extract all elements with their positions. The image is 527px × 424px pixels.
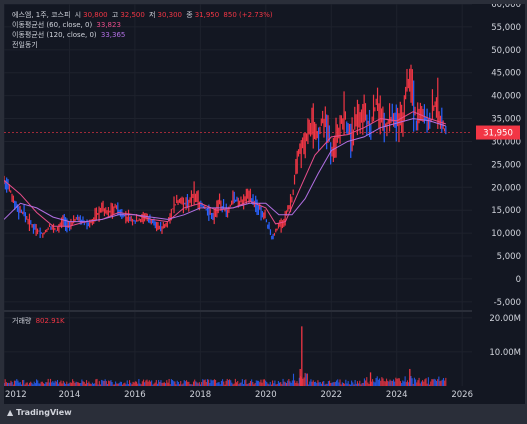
ma60-line	[4, 111, 446, 227]
y-tick-label: 50,000	[491, 46, 521, 56]
y-tick-label: 60,000	[491, 4, 521, 10]
x-tick-label: 2012	[5, 390, 27, 400]
brand[interactable]: ▲ TradingView	[7, 408, 72, 417]
legend-prev-volume[interactable]: 전일동기	[12, 41, 40, 50]
legend-ma120[interactable]: 이동평균선 (120, close, 0) 33,365	[12, 31, 127, 40]
volume-value: 802.91K	[35, 317, 65, 325]
legend-volume[interactable]: 거래량 802.91K	[12, 317, 67, 326]
y-tick-label: 10,000	[491, 229, 521, 239]
y-tick-label: 5,000	[497, 252, 521, 262]
y-tick-label: 30,000	[491, 137, 521, 147]
ma120-value: 33,365	[100, 31, 126, 39]
high-label: 고	[111, 11, 119, 19]
moving-averages	[4, 111, 446, 227]
x-tick-label: 2018	[190, 390, 212, 400]
x-tick-label: 2024	[386, 390, 408, 400]
volume-tick-label: 10.00M	[489, 348, 521, 358]
y-tick-label: -5,000	[494, 298, 521, 308]
y-tick-label: 20,000	[491, 183, 521, 193]
x-tick-label: 2016	[124, 390, 146, 400]
low-label: 저	[149, 11, 156, 19]
volume-bars	[4, 326, 447, 386]
price-tag-text: 31,950	[483, 129, 513, 139]
open-value: 30,800	[83, 11, 108, 19]
change-value: 850 (+2.73%)	[223, 11, 273, 19]
y-tick-label: 25,000	[491, 160, 521, 170]
x-tick-label: 2014	[59, 390, 81, 400]
y-tick-label: 35,000	[491, 115, 521, 125]
chart-svg[interactable]: -5,000 0 5,000 10,000 15,000 20,000 25,000 30,0…	[4, 4, 525, 404]
tradingview-logo-icon: ▲	[7, 408, 14, 417]
prev-vol-label: 전일동기	[12, 41, 38, 49]
x-tick-label: 2020	[255, 390, 277, 400]
ma120-label: 이동평균선 (120, close, 0)	[12, 31, 97, 39]
y-tick-label: 0	[516, 275, 521, 285]
axis-labels: -5,000 0 5,000 10,000 15,000 20,000 25,000 30,0…	[5, 4, 521, 400]
footer: ▲ TradingView	[0, 404, 527, 424]
ma60-value: 33,823	[96, 21, 121, 29]
legend-ohlc: 에스엠, 1주, 코스피 시 30,800 고 32,500 저 30,300 종 31…	[12, 11, 275, 20]
price-tag: 31,950	[476, 125, 520, 140]
chart-area[interactable]: -5,000 0 5,000 10,000 15,000 20,000 25,000 30,0…	[4, 4, 525, 404]
grid	[4, 4, 472, 386]
ma60-label: 이동평균선 (60, close, 0)	[12, 21, 93, 29]
x-tick-label: 2022	[320, 390, 342, 400]
volume-label: 거래량	[12, 317, 32, 325]
legend-ma60[interactable]: 이동평균선 (60, close, 0) 33,823	[12, 21, 123, 30]
close-value: 31,950	[194, 11, 220, 19]
y-tick-label: 55,000	[491, 23, 521, 33]
y-tick-label: 45,000	[491, 69, 521, 79]
y-tick-label: 40,000	[491, 92, 521, 102]
close-label: 종	[186, 11, 193, 19]
brand-name: TradingView	[16, 408, 72, 417]
y-tick-label: 15,000	[491, 206, 521, 216]
price-tag-bg	[476, 125, 520, 140]
x-tick-label: 2026	[451, 390, 473, 400]
ma120-line	[4, 118, 446, 223]
symbol-name: 에스엠, 1주, 코스피	[12, 11, 71, 19]
high-value: 32,500	[120, 11, 145, 19]
low-value: 30,300	[157, 11, 183, 19]
open-label: 시	[74, 11, 82, 19]
volume-tick-label: 20.00M	[489, 314, 521, 324]
price-series	[4, 64, 447, 240]
